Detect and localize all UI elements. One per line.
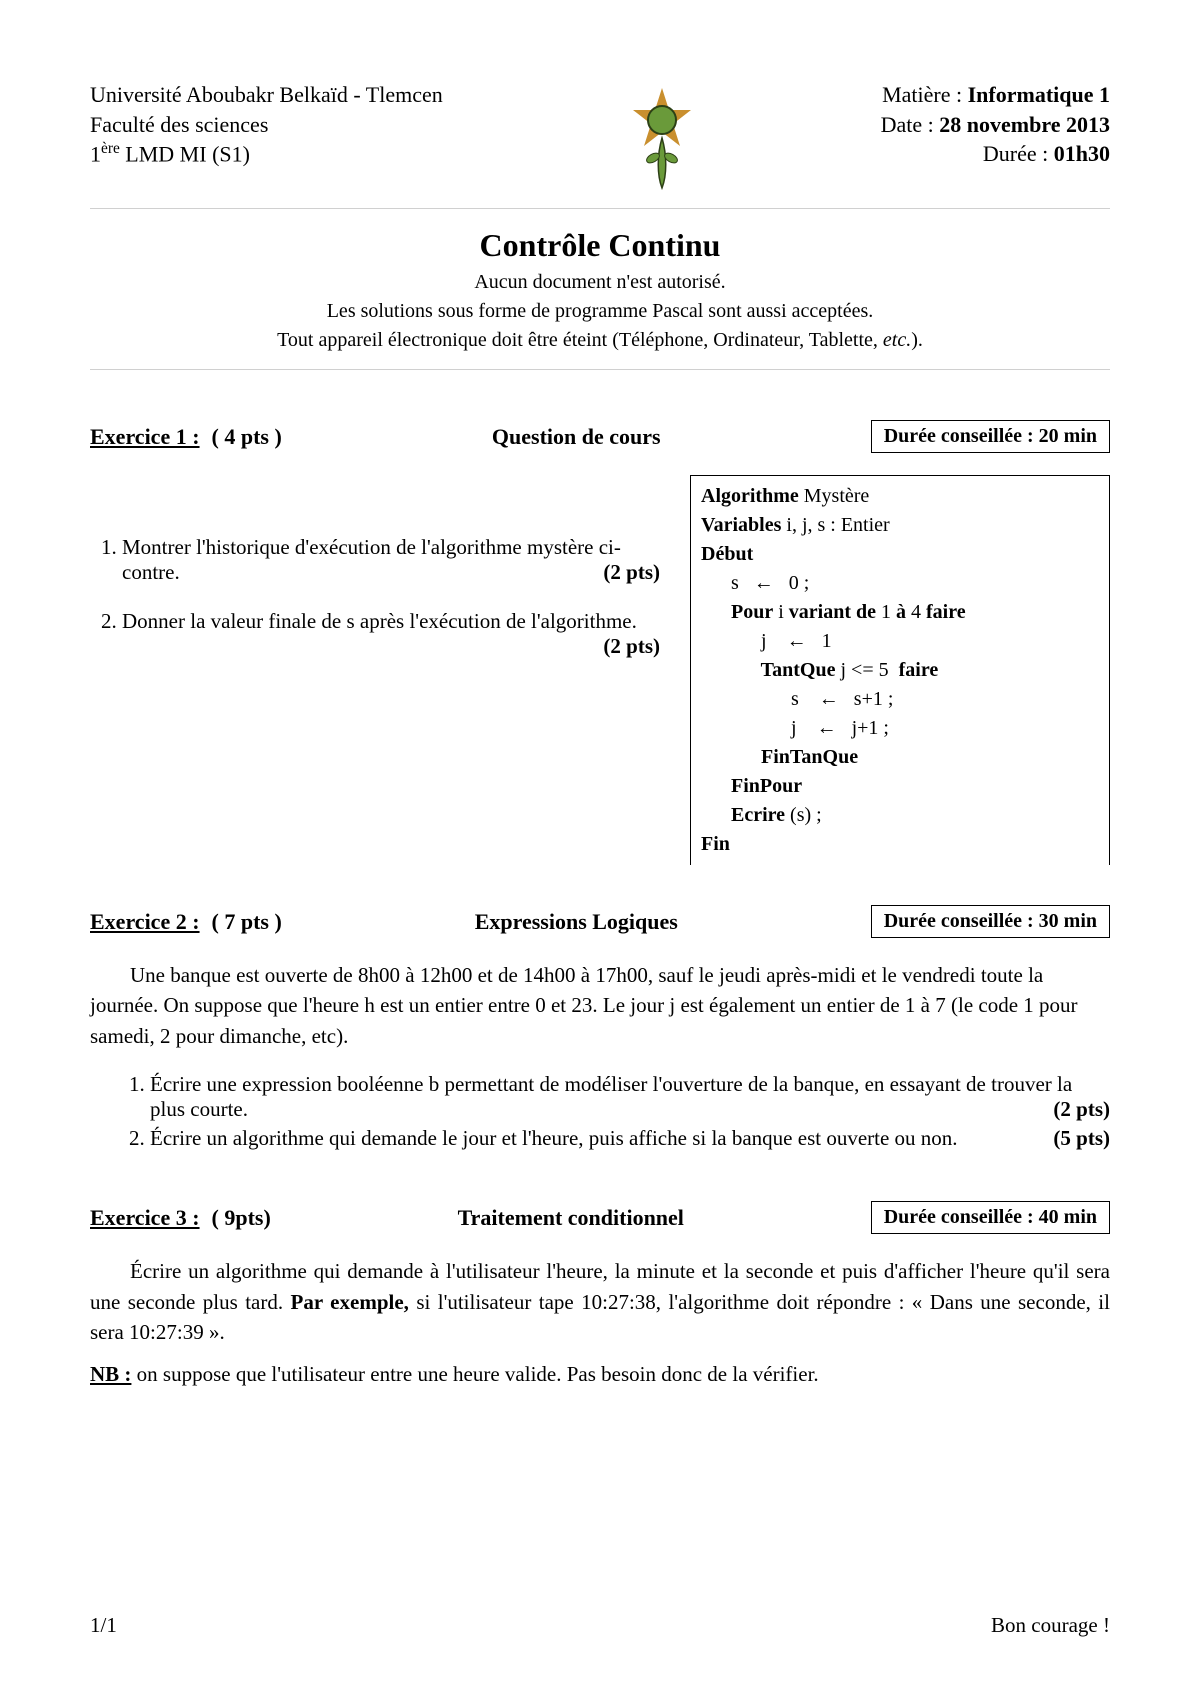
- duration-label: Durée :: [983, 141, 1054, 166]
- ex3-label: Exercice 3 :: [90, 1205, 200, 1231]
- level-line: 1ère LMD MI (S1): [90, 139, 443, 169]
- duration-line: Durée : 01h30: [881, 139, 1110, 169]
- header: Université Aboubakr Belkaïd - Tlemcen Fa…: [90, 80, 1110, 209]
- date-value: 28 novembre 2013: [939, 112, 1110, 137]
- algo-l11: FinPour: [701, 772, 1099, 801]
- algo-l3: Début: [701, 540, 1099, 569]
- date-line: Date : 28 novembre 2013: [881, 110, 1110, 140]
- title-sub2: Les solutions sous forme de programme Pa…: [90, 297, 1110, 326]
- ex3-pts: ( 9pts): [212, 1205, 271, 1231]
- footer: 1/1 Bon courage !: [90, 1613, 1110, 1638]
- logo-wrap: [597, 80, 727, 190]
- university-logo-icon: [617, 80, 707, 190]
- algo-l7: TantQue j <= 5 faire: [701, 656, 1099, 685]
- algo-l10: FinTanQue: [701, 743, 1099, 772]
- page-number: 1/1: [90, 1613, 117, 1638]
- duration-value: 01h30: [1054, 141, 1110, 166]
- algo-l4: s ← 0 ;: [701, 569, 1099, 598]
- ex1-subtitle: Question de cours: [294, 424, 859, 450]
- title-sub3: Tout appareil électronique doit être éte…: [90, 326, 1110, 355]
- title-sub1: Aucun document n'est autorisé.: [90, 268, 1110, 297]
- ex1-q2-pts: (2 pts): [603, 634, 660, 659]
- ex2-q1-text: Écrire une expression booléenne b permet…: [150, 1072, 1072, 1121]
- ex2-subtitle: Expressions Logiques: [294, 909, 859, 935]
- algo-l6: j ← 1: [701, 627, 1099, 656]
- level-prefix: 1: [90, 142, 101, 167]
- ex1-q2: Donner la valeur finale de s après l'exé…: [122, 609, 660, 634]
- nb-text: on suppose que l'utilisateur entre une h…: [131, 1362, 818, 1386]
- algo-l1: Algorithme Mystère: [701, 482, 1099, 511]
- title-sub3a: Tout appareil électronique doit être éte…: [277, 329, 883, 351]
- ex1-questions: Montrer l'historique d'exécution de l'al…: [90, 475, 660, 659]
- ex2-q2-text: Écrire un algorithme qui demande le jour…: [150, 1126, 958, 1150]
- subject-label: Matière :: [882, 82, 968, 107]
- ex3-para-bold: Par exemple,: [291, 1290, 409, 1314]
- ex1-q1: Montrer l'historique d'exécution de l'al…: [122, 535, 660, 585]
- header-left: Université Aboubakr Belkaïd - Tlemcen Fa…: [90, 80, 443, 169]
- ex1-header: Exercice 1 : ( 4 pts ) Question de cours…: [90, 420, 1110, 453]
- date-label: Date :: [881, 112, 940, 137]
- algo-l2: Variables i, j, s : Entier: [701, 511, 1099, 540]
- header-right: Matière : Informatique 1 Date : 28 novem…: [881, 80, 1110, 169]
- level-sup: ère: [101, 140, 120, 157]
- nb-label: NB :: [90, 1362, 131, 1386]
- ex1-duration: Durée conseillée : 20 min: [871, 420, 1110, 453]
- algo-l9: j ← j+1 ;: [701, 714, 1099, 743]
- exam-page: Université Aboubakr Belkaïd - Tlemcen Fa…: [0, 0, 1200, 1698]
- title-block: Contrôle Continu Aucun document n'est au…: [90, 227, 1110, 370]
- ex1-q1-text: Montrer l'historique d'exécution de l'al…: [122, 535, 621, 584]
- level-suffix: LMD MI (S1): [120, 142, 250, 167]
- algo-l13: Fin: [701, 830, 1099, 859]
- footer-wish: Bon courage !: [991, 1613, 1110, 1638]
- ex3-header: Exercice 3 : ( 9pts) Traitement conditio…: [90, 1201, 1110, 1234]
- ex2-list: Écrire une expression booléenne b permet…: [90, 1072, 1110, 1151]
- ex2-intro: Une banque est ouverte de 8h00 à 12h00 e…: [90, 960, 1110, 1051]
- ex1-body: Montrer l'historique d'exécution de l'al…: [90, 475, 1110, 865]
- ex1-pts: ( 4 pts ): [212, 424, 282, 450]
- ex1-label: Exercice 1 :: [90, 424, 200, 450]
- ex2-q2: Écrire un algorithme qui demande le jour…: [150, 1126, 1110, 1151]
- ex2-q1-pts: (2 pts): [1053, 1097, 1110, 1122]
- ex2-q1: Écrire une expression booléenne b permet…: [150, 1072, 1110, 1122]
- algo-l12: Ecrire (s) ;: [701, 801, 1099, 830]
- ex2-duration: Durée conseillée : 30 min: [871, 905, 1110, 938]
- algo-l5: Pour i variant de 1 à 4 faire: [701, 598, 1099, 627]
- ex3-subtitle: Traitement conditionnel: [283, 1205, 859, 1231]
- ex1-q1-pts: (2 pts): [603, 560, 660, 585]
- ex3-para: Écrire un algorithme qui demande à l'uti…: [90, 1256, 1110, 1347]
- ex2-q2-pts: (5 pts): [1053, 1126, 1110, 1151]
- title-sub3b: ).: [911, 329, 923, 351]
- ex2-label: Exercice 2 :: [90, 909, 200, 935]
- ex2-header: Exercice 2 : ( 7 pts ) Expressions Logiq…: [90, 905, 1110, 938]
- ex2-pts: ( 7 pts ): [212, 909, 282, 935]
- title-etc: etc.: [883, 329, 911, 351]
- algorithm-box: Algorithme Mystère Variables i, j, s : E…: [690, 475, 1110, 865]
- faculty-line: Faculté des sciences: [90, 110, 443, 140]
- university-line: Université Aboubakr Belkaïd - Tlemcen: [90, 80, 443, 110]
- subject-value: Informatique 1: [968, 82, 1110, 107]
- main-title: Contrôle Continu: [90, 227, 1110, 264]
- ex3-duration: Durée conseillée : 40 min: [871, 1201, 1110, 1234]
- subject-line: Matière : Informatique 1: [881, 80, 1110, 110]
- algo-l8: s ← s+1 ;: [701, 685, 1099, 714]
- ex1-q2-text: Donner la valeur finale de s après l'exé…: [122, 609, 637, 633]
- ex3-nb: NB : on suppose que l'utilisateur entre …: [90, 1359, 1110, 1389]
